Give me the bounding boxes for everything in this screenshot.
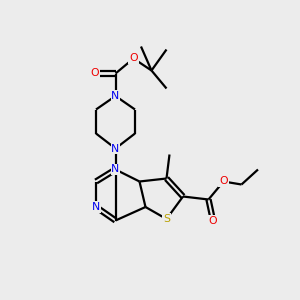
Text: O: O <box>219 176 228 187</box>
Text: O: O <box>90 68 99 79</box>
Text: N: N <box>111 91 120 101</box>
Text: N: N <box>111 164 120 175</box>
Text: N: N <box>111 143 120 154</box>
Text: S: S <box>163 214 170 224</box>
Text: N: N <box>92 202 100 212</box>
Text: O: O <box>129 53 138 64</box>
Text: O: O <box>209 215 217 226</box>
